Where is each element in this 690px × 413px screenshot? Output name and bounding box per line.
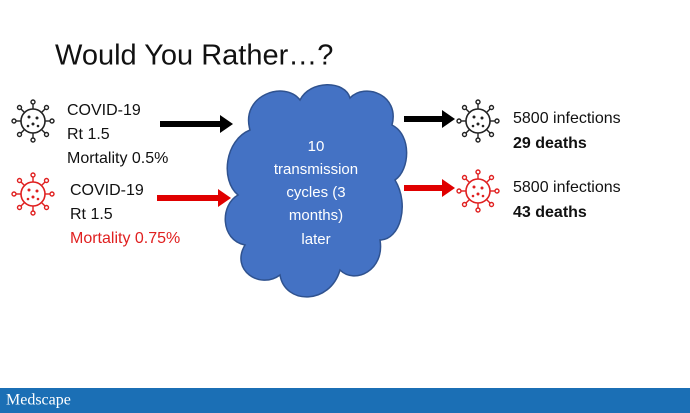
input-line: Mortality 0.75% (70, 230, 180, 247)
virus-icon (11, 172, 55, 216)
cloud-line: cycles (3 (286, 184, 345, 201)
input-line: Rt 1.5 (70, 206, 113, 223)
virus-icon (456, 99, 500, 143)
cloud-line: months) (289, 207, 343, 224)
slide-title: Would You Rather…? (55, 40, 333, 72)
input-line: COVID-19 (70, 182, 144, 199)
input-line: COVID-19 (67, 102, 141, 119)
arrow (160, 115, 233, 133)
output-infections: 5800 infections (513, 110, 621, 127)
footer-brand: Medscape (6, 392, 71, 409)
arrow (404, 110, 455, 128)
cloud-line: later (301, 231, 330, 248)
cloud (224, 84, 408, 298)
footer-bar (0, 388, 690, 413)
input-line: Mortality 0.5% (67, 150, 168, 167)
arrow (157, 189, 231, 207)
output-deaths: 43 deaths (513, 204, 587, 221)
cloud-line: 10 (308, 138, 325, 155)
virus-icon (11, 99, 55, 143)
input-line: Rt 1.5 (67, 126, 110, 143)
output-infections: 5800 infections (513, 179, 621, 196)
cloud-line: transmission (274, 161, 358, 178)
output-deaths: 29 deaths (513, 135, 587, 152)
arrow (404, 179, 455, 197)
virus-icon (456, 169, 500, 213)
